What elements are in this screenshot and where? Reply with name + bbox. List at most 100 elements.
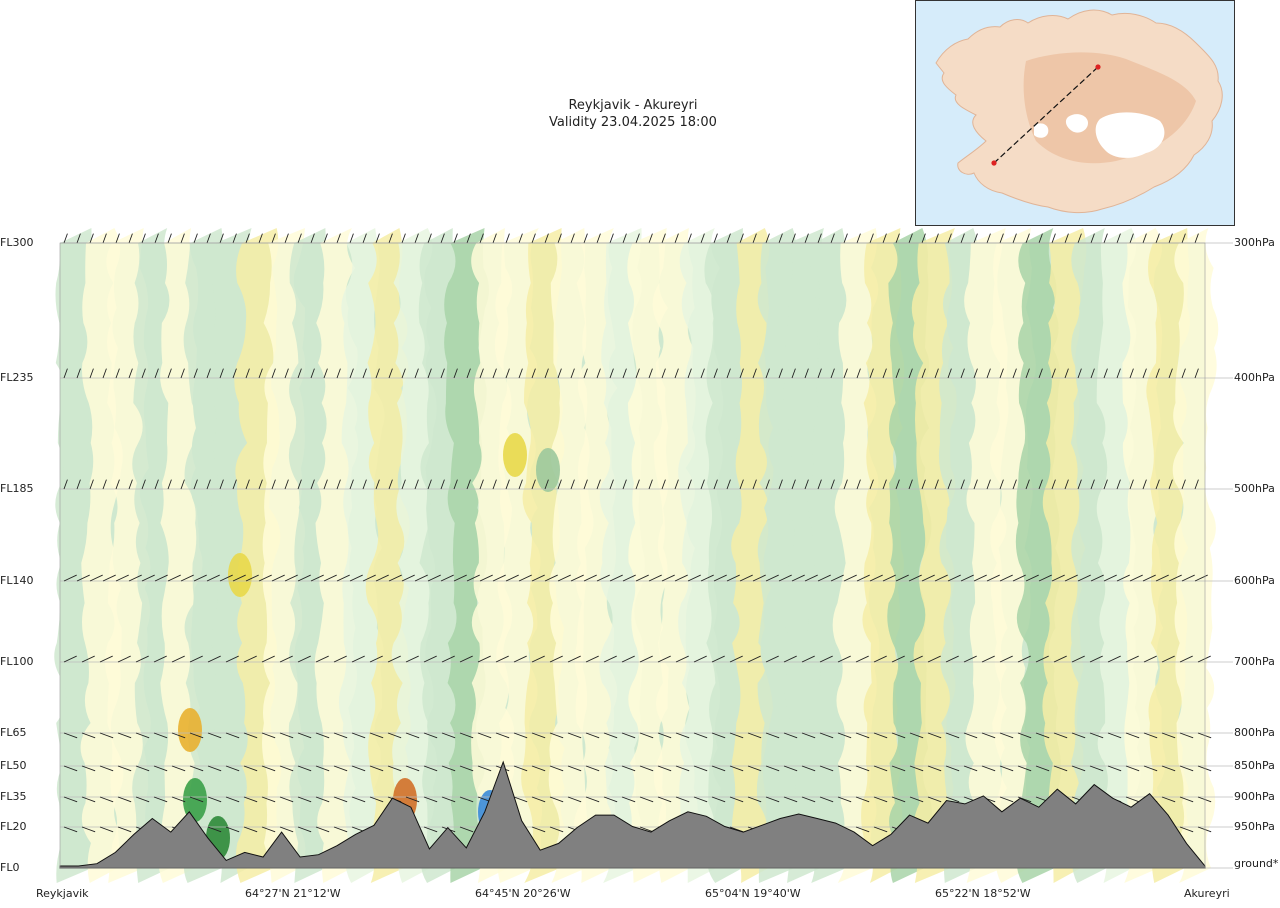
wind-barb — [648, 479, 653, 490]
wind-barb — [557, 479, 562, 490]
wind-barb — [225, 765, 240, 772]
wind-barb — [856, 233, 861, 244]
wind-barb — [388, 368, 393, 379]
wind-barb — [323, 479, 328, 490]
wind-barb — [297, 655, 311, 663]
wind-barb — [1038, 479, 1043, 490]
wind-barb — [817, 368, 822, 379]
wind-barb — [117, 765, 132, 772]
wind-barb — [243, 732, 258, 739]
glacier-langjokull — [1034, 123, 1049, 138]
chart-title: Reykjavik - Akureyri — [568, 98, 698, 113]
wind-barb — [310, 233, 315, 244]
wind-barb — [375, 233, 380, 244]
wind-barb — [747, 765, 762, 772]
wind-barb — [585, 732, 600, 739]
wind-barb — [700, 479, 705, 490]
wind-barb — [1161, 765, 1176, 772]
wind-barb — [778, 233, 783, 244]
wind-barb — [193, 368, 198, 379]
wind-barb — [1142, 233, 1147, 244]
wind-barb — [947, 233, 952, 244]
wind-barb — [1181, 574, 1195, 582]
wind-barb — [622, 574, 636, 582]
wind-barb — [856, 574, 870, 582]
wind-barb — [63, 765, 78, 772]
wind-barb — [1090, 233, 1095, 244]
wind-barb — [819, 796, 834, 803]
wind-barb — [1064, 233, 1069, 244]
wind-barb — [693, 765, 708, 772]
route-line — [993, 66, 1099, 164]
wind-barb — [837, 655, 851, 663]
wind-barb — [567, 765, 582, 772]
wind-barb — [973, 479, 978, 490]
wind-barb — [171, 655, 185, 663]
wind-barb — [909, 765, 924, 772]
wind-barb — [63, 826, 78, 833]
wind-barb — [603, 655, 617, 663]
wind-barb — [661, 574, 675, 582]
wind-barb — [661, 233, 666, 244]
wind-barb — [557, 574, 571, 582]
wind-barb — [1142, 574, 1156, 582]
wind-barb — [427, 368, 432, 379]
humidity-cell — [228, 553, 252, 597]
wind-barb — [639, 826, 654, 833]
wind-barb — [423, 765, 438, 772]
wind-barb — [1017, 765, 1032, 772]
wind-barb — [245, 574, 259, 582]
wind-barb — [1025, 479, 1030, 490]
wind-barb — [219, 233, 224, 244]
wind-barb — [927, 796, 942, 803]
wind-barb — [1053, 655, 1067, 663]
plot-frame — [59, 242, 1206, 869]
wind-barb — [414, 368, 419, 379]
wind-barb — [747, 796, 762, 803]
wind-barb — [505, 233, 510, 244]
wind-barb — [261, 765, 276, 772]
wind-barb — [189, 732, 204, 739]
wind-barb — [414, 479, 419, 490]
wind-barb — [1168, 368, 1173, 379]
wind-barb — [315, 732, 330, 739]
wind-barb — [648, 233, 653, 244]
wind-barb — [801, 732, 816, 739]
wind-barb — [459, 765, 474, 772]
wind-barb — [837, 796, 852, 803]
wind-barb — [1107, 732, 1122, 739]
wind-barb — [258, 574, 272, 582]
wind-barb — [999, 574, 1013, 582]
wind-barb — [1181, 233, 1186, 244]
wind-barb — [167, 479, 172, 490]
wind-barb — [856, 479, 861, 490]
wind-barb — [583, 233, 588, 244]
wind-barb — [791, 368, 796, 379]
wind-barb — [261, 732, 276, 739]
wind-barb — [351, 732, 366, 739]
wind-barb — [765, 765, 780, 772]
wind-barb — [459, 655, 473, 663]
wind-barb — [479, 368, 484, 379]
wind-barb — [729, 655, 743, 663]
wind-barb — [135, 732, 150, 739]
wind-barb — [405, 732, 420, 739]
wind-barb — [167, 233, 172, 244]
wind-barb — [206, 368, 211, 379]
wind-barb — [711, 765, 726, 772]
wind-barb — [89, 574, 103, 582]
wind-barb — [947, 574, 961, 582]
wind-barb — [128, 233, 133, 244]
wind-barb — [585, 655, 599, 663]
wind-barb — [135, 765, 150, 772]
wind-barb — [279, 796, 294, 803]
wind-barb — [909, 796, 924, 803]
wind-barb — [1181, 479, 1186, 490]
wind-barb — [783, 796, 798, 803]
pressure-level-label: 500hPa — [1234, 482, 1275, 495]
wind-barb — [297, 732, 312, 739]
wind-barb — [729, 796, 744, 803]
wind-barb — [189, 765, 204, 772]
wind-barb — [765, 574, 779, 582]
wind-barb — [219, 368, 224, 379]
